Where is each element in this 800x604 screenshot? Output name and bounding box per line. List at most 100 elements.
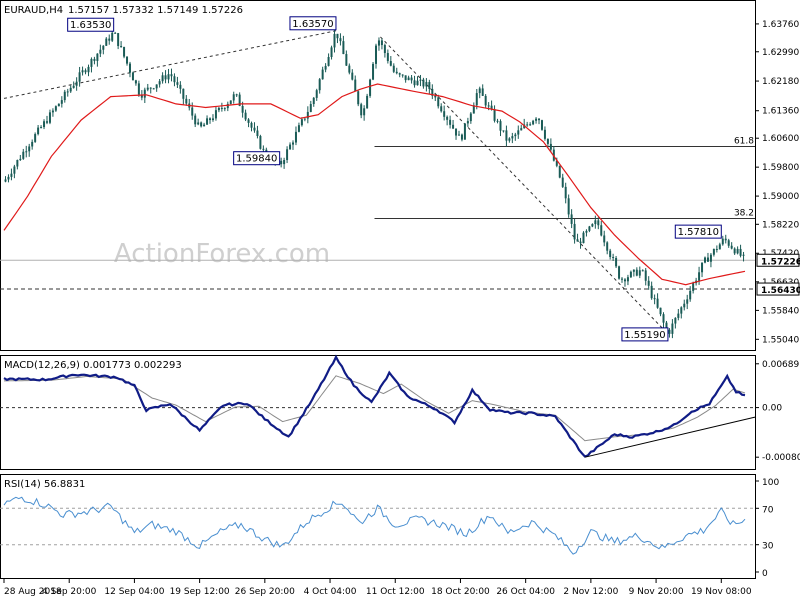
price-candle-body [114,32,117,34]
price-candle-body [570,214,573,224]
price-candle-body [532,120,535,125]
price-candle-body [366,95,369,109]
price-candle-body [632,269,635,272]
price-candle-body [54,106,57,111]
price-candle-body [671,323,674,334]
rsi-panel-frame [0,474,756,579]
price-candle-body [561,177,564,187]
price-candle-body [736,248,739,254]
price-candle-body [538,118,541,121]
price-annotation-box [674,224,722,239]
price-candle-body [84,70,87,73]
price-annotation-label: 1.55190 [624,330,665,341]
price-panel-frame [0,0,756,351]
price-candle-body [128,63,131,73]
price-candle-body [87,66,90,73]
price-candle-body [294,131,297,143]
price-candle-body [238,94,241,106]
price-candle-body [155,84,158,89]
price-candle-body [324,65,327,70]
price-candle-body [629,271,632,278]
price-candle-body [549,143,552,150]
price-candle-body [375,45,377,64]
price-candle-body [226,103,229,109]
time-axis-label: 4 Sep 20:00 [42,587,97,597]
price-candle-body [66,91,69,93]
price-candle-body [182,88,185,99]
price-candle-body [131,72,134,81]
price-candle-body [419,79,422,81]
price-candle-body [34,134,37,142]
price-candle-body [558,165,561,178]
price-candle-body [712,249,715,255]
price-candle-body [386,53,389,62]
time-axis-label: 2 Nov 12:00 [563,587,618,597]
price-candle-body [176,82,179,85]
price-candle-body [543,129,546,139]
price-candle-body [209,118,212,121]
price-candle-body [452,124,455,129]
price-candle-body [478,88,481,94]
price-candle-body [235,94,238,96]
rsi-axis-label: 0 [762,569,768,579]
price-candle-body [126,56,129,64]
price-candle-body [449,119,452,125]
price-candle-body [490,105,493,110]
price-candle-body [90,58,93,67]
price-candle-body [585,230,588,233]
price-candle-body [173,76,176,83]
fib-level-label: 38.2 [734,209,754,219]
price-candle-body [443,111,446,117]
price-candle-body [514,134,517,137]
price-candle-body [4,179,7,182]
price-candle-body [170,74,173,77]
price-trendline-2 [380,36,669,335]
price-candle-body [241,105,244,113]
price-candle-body [644,270,647,281]
price-candle-body [360,104,363,116]
price-candle-body [321,69,324,80]
price-candle-body [69,87,72,92]
price-candle-body [428,82,431,89]
price-candle-body [487,105,490,107]
price-candle-body [19,158,22,161]
price-candle-body [597,220,600,226]
price-candle-body [63,91,66,101]
price-trendline-1 [3,30,337,99]
price-candle-body [229,100,232,104]
price-candle-body [389,61,392,66]
price-candle-body [564,186,567,199]
price-candle-body [517,130,520,135]
price-candle-body [653,298,656,300]
price-candle-body [618,266,621,279]
price-candle-body [143,89,146,98]
price-candle-body [72,85,75,88]
price-axis-label: 1.60600 [762,134,799,144]
price-candle-body [380,40,383,46]
price-candle-body [140,94,143,98]
price-candle-body [609,250,612,257]
price-candle-body [573,223,576,240]
price-candle-body [463,123,466,140]
price-ohlc-label: 1.57157 1.57332 1.57149 1.57226 [68,5,243,16]
price-candle-body [555,160,558,166]
price-candle-body [164,75,167,80]
price-annotation-box [289,16,337,31]
price-candle-body [152,88,155,90]
price-candle-body [662,314,665,323]
price-candle-body [615,257,618,267]
time-axis-label: 28 Aug 2018 [4,587,62,597]
price-candle-body [283,160,286,165]
price-axis-label: 1.59000 [762,192,799,202]
price-annotation-box [233,151,281,166]
price-candle-body [493,109,496,121]
price-candle-body [81,70,84,73]
price-candle-body [120,45,123,47]
price-candle-body [422,79,425,87]
price-candle-body [105,38,108,46]
price-candle-body [626,277,629,282]
price-candle-body [342,41,345,55]
price-candle-body [588,226,591,231]
time-axis-label: 11 Oct 12:00 [366,587,425,597]
